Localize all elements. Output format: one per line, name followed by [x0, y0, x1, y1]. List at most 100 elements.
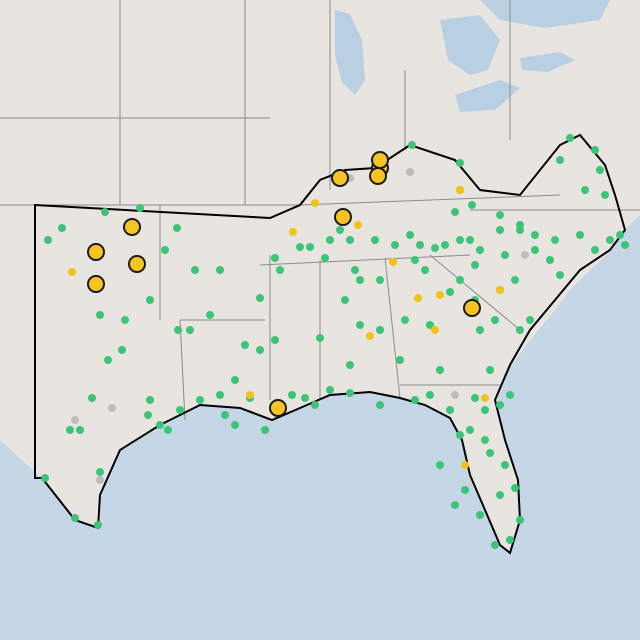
marker-green[interactable] [174, 326, 182, 334]
marker-green[interactable] [461, 486, 469, 494]
marker-green[interactable] [231, 376, 239, 384]
marker-green[interactable] [466, 236, 474, 244]
marker-green[interactable] [101, 208, 109, 216]
hotspot-marker[interactable] [369, 167, 387, 185]
marker-green[interactable] [426, 321, 434, 329]
marker-green[interactable] [551, 236, 559, 244]
marker-green[interactable] [376, 401, 384, 409]
marker-green[interactable] [146, 396, 154, 404]
marker-green[interactable] [104, 356, 112, 364]
marker-green[interactable] [411, 396, 419, 404]
marker-green[interactable] [616, 231, 624, 239]
marker-green[interactable] [471, 394, 479, 402]
marker-green[interactable] [456, 159, 464, 167]
marker-green[interactable] [468, 201, 476, 209]
hotspot-marker[interactable] [331, 169, 349, 187]
marker-yellow[interactable] [354, 221, 362, 229]
marker-green[interactable] [431, 244, 439, 252]
marker-green[interactable] [176, 406, 184, 414]
marker-green[interactable] [144, 411, 152, 419]
marker-green[interactable] [136, 204, 144, 212]
marker-green[interactable] [121, 316, 129, 324]
marker-green[interactable] [486, 449, 494, 457]
marker-green[interactable] [511, 276, 519, 284]
marker-green[interactable] [306, 243, 314, 251]
marker-green[interactable] [311, 401, 319, 409]
marker-green[interactable] [186, 326, 194, 334]
marker-yellow[interactable] [68, 268, 76, 276]
marker-green[interactable] [581, 186, 589, 194]
marker-green[interactable] [96, 311, 104, 319]
marker-green[interactable] [476, 246, 484, 254]
marker-green[interactable] [506, 536, 514, 544]
marker-green[interactable] [316, 334, 324, 342]
marker-green[interactable] [346, 389, 354, 397]
marker-green[interactable] [406, 231, 414, 239]
marker-green[interactable] [476, 326, 484, 334]
marker-green[interactable] [206, 311, 214, 319]
marker-green[interactable] [476, 511, 484, 519]
marker-green[interactable] [601, 191, 609, 199]
marker-green[interactable] [321, 254, 329, 262]
marker-green[interactable] [446, 406, 454, 414]
marker-green[interactable] [173, 224, 181, 232]
marker-green[interactable] [276, 266, 284, 274]
marker-green[interactable] [496, 401, 504, 409]
marker-green[interactable] [356, 321, 364, 329]
marker-green[interactable] [256, 346, 264, 354]
marker-green[interactable] [591, 246, 599, 254]
marker-green[interactable] [396, 356, 404, 364]
marker-green[interactable] [336, 226, 344, 234]
marker-green[interactable] [496, 491, 504, 499]
marker-green[interactable] [446, 288, 454, 296]
marker-green[interactable] [356, 276, 364, 284]
marker-green[interactable] [96, 468, 104, 476]
marker-green[interactable] [326, 236, 334, 244]
marker-green[interactable] [231, 421, 239, 429]
marker-green[interactable] [191, 266, 199, 274]
marker-green[interactable] [481, 406, 489, 414]
marker-green[interactable] [156, 421, 164, 429]
marker-green[interactable] [271, 254, 279, 262]
marker-green[interactable] [501, 251, 509, 259]
marker-green[interactable] [216, 266, 224, 274]
marker-green[interactable] [606, 236, 614, 244]
marker-green[interactable] [376, 326, 384, 334]
marker-green[interactable] [576, 231, 584, 239]
marker-green[interactable] [161, 246, 169, 254]
marker-green[interactable] [556, 156, 564, 164]
marker-green[interactable] [241, 341, 249, 349]
hotspot-marker[interactable] [87, 275, 105, 293]
marker-green[interactable] [66, 426, 74, 434]
marker-green[interactable] [531, 231, 539, 239]
marker-green[interactable] [58, 224, 66, 232]
marker-green[interactable] [371, 236, 379, 244]
marker-yellow[interactable] [246, 391, 254, 399]
marker-gray[interactable] [406, 168, 414, 176]
marker-green[interactable] [496, 226, 504, 234]
hotspot-marker[interactable] [128, 255, 146, 273]
marker-yellow[interactable] [389, 258, 397, 266]
marker-yellow[interactable] [366, 332, 374, 340]
marker-gray[interactable] [108, 404, 116, 412]
marker-green[interactable] [346, 236, 354, 244]
hotspot-marker[interactable] [269, 399, 287, 417]
marker-green[interactable] [456, 431, 464, 439]
marker-green[interactable] [164, 426, 172, 434]
marker-gray[interactable] [71, 416, 79, 424]
marker-green[interactable] [436, 461, 444, 469]
marker-yellow[interactable] [436, 291, 444, 299]
marker-green[interactable] [421, 266, 429, 274]
marker-green[interactable] [531, 246, 539, 254]
marker-green[interactable] [391, 241, 399, 249]
marker-green[interactable] [596, 166, 604, 174]
hotspot-marker[interactable] [123, 218, 141, 236]
marker-green[interactable] [71, 514, 79, 522]
marker-yellow[interactable] [289, 228, 297, 236]
marker-gray[interactable] [96, 476, 104, 484]
marker-green[interactable] [511, 484, 519, 492]
marker-green[interactable] [481, 436, 489, 444]
marker-green[interactable] [496, 211, 504, 219]
marker-green[interactable] [346, 361, 354, 369]
marker-yellow[interactable] [311, 199, 319, 207]
